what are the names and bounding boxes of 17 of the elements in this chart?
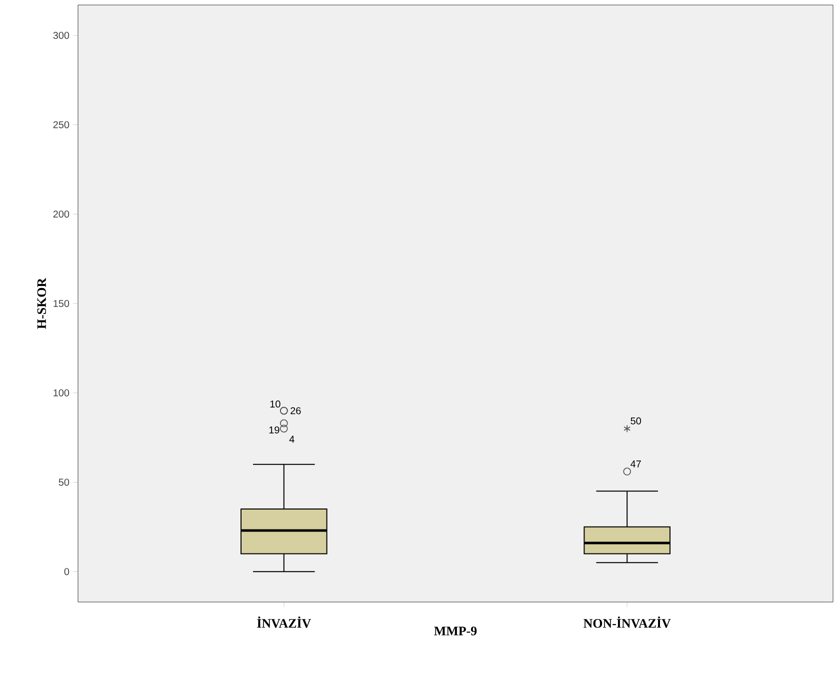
y-axis-title: H-SKOR (37, 278, 46, 329)
x-tick-label: İNVAZİV (257, 616, 311, 628)
y-tick-label: 150 (54, 300, 70, 308)
x-tick-label: NON-İNVAZİV (584, 616, 671, 628)
y-tick-label: 50 (58, 478, 70, 486)
annotation: 26 (290, 407, 301, 414)
y-tick-label: 300 (53, 32, 70, 39)
x-axis-title: MMP-9 (434, 626, 477, 636)
annotation: 10 (270, 400, 280, 408)
annotation: 47 (630, 460, 641, 468)
annotation: 19 (269, 426, 280, 434)
y-tick-label: 200 (53, 210, 70, 218)
y-tick-label: 100 (54, 389, 70, 396)
y-tick-label: 0 (64, 568, 70, 576)
annotation: 4 (289, 436, 294, 443)
annotation: 50 (630, 417, 641, 424)
y-tick-label: 250 (53, 121, 70, 128)
